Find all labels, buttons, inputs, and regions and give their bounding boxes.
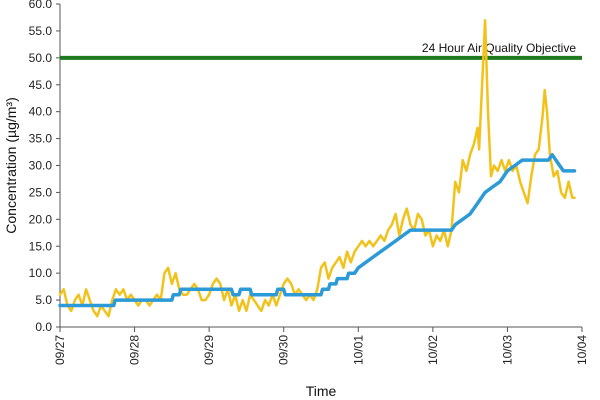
x-tick-label: 09/27 [53, 335, 67, 365]
y-tick-label: 5.0 [35, 293, 52, 307]
y-tick-label: 15.0 [29, 239, 53, 253]
x-tick-label: 10/01 [351, 335, 365, 365]
y-axis-ticks: 0.0 5.0 10.0 15.0 20.0 25.0 30.0 35.0 40.0 45.0 50… [29, 0, 60, 334]
y-tick-label: 30.0 [29, 159, 53, 173]
y-tick-label: 0.0 [35, 320, 52, 334]
y-tick-label: 55.0 [29, 24, 53, 38]
y-tick-label: 45.0 [29, 78, 53, 92]
y-tick-label: 60.0 [29, 0, 53, 11]
y-tick-label: 10.0 [29, 266, 53, 280]
y-tick-label: 25.0 [29, 185, 53, 199]
y-tick-label: 40.0 [29, 105, 53, 119]
reference-line-label: 24 Hour Air Quality Objective [422, 41, 576, 55]
x-tick-label: 09/28 [128, 335, 142, 365]
x-axis-ticks: 09/27 09/28 09/29 09/30 10/01 10/02 10/03 10/04 [53, 327, 589, 365]
series-line-2 [58, 152, 577, 308]
x-tick-label: 10/04 [575, 335, 589, 365]
x-tick-label: 09/30 [277, 335, 291, 365]
y-tick-label: 35.0 [29, 132, 53, 146]
y-axis-title: Concentration (µg/m³) [3, 97, 19, 233]
series-layer [58, 18, 577, 318]
y-tick-label: 20.0 [29, 212, 53, 226]
x-tick-label: 10/02 [426, 335, 440, 365]
x-axis-title: Time [306, 383, 337, 399]
y-tick-label: 50.0 [29, 51, 53, 65]
series-line-1 [58, 18, 576, 318]
x-tick-label: 09/29 [202, 335, 216, 365]
x-tick-label: 10/03 [500, 335, 514, 365]
